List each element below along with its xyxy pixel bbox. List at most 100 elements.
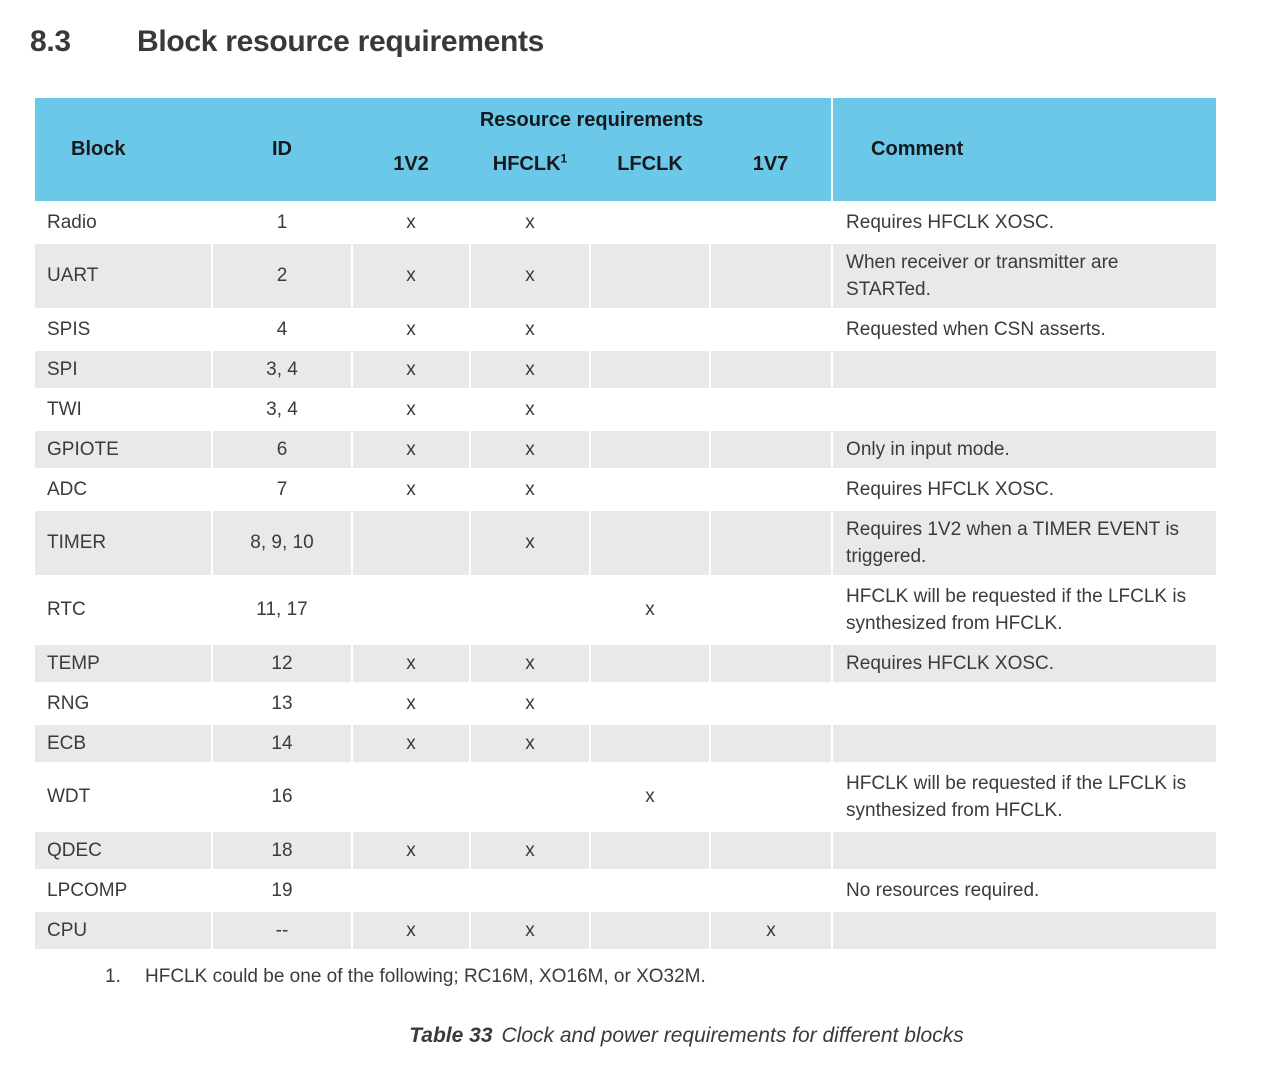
cell-lfclk	[589, 908, 710, 949]
cell-lfclk: x	[589, 761, 710, 830]
col-header-1v7: 1V7	[710, 142, 833, 202]
cell-comment	[831, 387, 1217, 429]
table-row: RTC 11, 17 x HFCLK will be requested if …	[35, 574, 1217, 643]
table-body: Radio 1 x x Requires HFCLK XOSC. UART 2 …	[35, 200, 1217, 949]
table-row: WDT 16 x HFCLK will be requested if the …	[35, 761, 1217, 830]
cell-id: --	[211, 908, 352, 949]
col-header-hfclk: HFCLK1	[470, 142, 590, 202]
table-caption-text: Clock and power requirements for differe…	[501, 1023, 964, 1047]
cell-comment: When receiver or transmitter are STARTed…	[831, 240, 1217, 309]
cell-1v2: x	[351, 307, 470, 349]
cell-id: 4	[211, 307, 352, 349]
cell-id: 13	[211, 681, 352, 723]
cell-hfclk: x	[469, 347, 590, 389]
cell-1v7	[708, 387, 833, 429]
cell-1v2: x	[351, 641, 470, 683]
cell-block: LPCOMP	[35, 868, 212, 910]
table-row: RNG 13 x x	[35, 681, 1217, 723]
cell-hfclk	[469, 574, 590, 643]
cell-1v7	[708, 868, 833, 910]
footnote-number: 1.	[105, 965, 121, 987]
cell-1v7	[708, 507, 833, 576]
cell-block: CPU	[35, 908, 212, 949]
cell-block: SPI	[35, 347, 212, 389]
cell-1v7	[708, 828, 833, 870]
cell-lfclk	[589, 681, 710, 723]
cell-comment: HFCLK will be requested if the LFCLK is …	[831, 761, 1217, 830]
cell-id: 1	[211, 200, 352, 242]
cell-lfclk	[589, 307, 710, 349]
cell-1v7	[708, 467, 833, 509]
cell-lfclk	[589, 347, 710, 389]
cell-id: 12	[211, 641, 352, 683]
cell-block: WDT	[35, 761, 212, 830]
cell-block: GPIOTE	[35, 427, 212, 469]
cell-1v7	[708, 240, 833, 309]
col-header-resource-requirements: Resource requirements	[352, 98, 833, 142]
cell-1v7: x	[708, 908, 833, 949]
cell-1v2: x	[351, 347, 470, 389]
table-row: CPU -- x x x	[35, 908, 1217, 949]
cell-1v2: x	[351, 200, 470, 242]
cell-id: 16	[211, 761, 352, 830]
cell-1v7	[708, 681, 833, 723]
cell-id: 3, 4	[211, 387, 352, 429]
cell-1v2: x	[351, 721, 470, 763]
table-caption: Table 33 Clock and power requirements for…	[96, 1022, 1273, 1050]
cell-block: TWI	[35, 387, 212, 429]
cell-comment: Requires HFCLK XOSC.	[831, 467, 1217, 509]
cell-block: UART	[35, 240, 212, 309]
cell-1v7	[708, 427, 833, 469]
table-row: GPIOTE 6 x x Only in input mode.	[35, 427, 1217, 469]
cell-comment: No resources required.	[831, 868, 1217, 910]
cell-lfclk: x	[589, 574, 710, 643]
table-row: TEMP 12 x x Requires HFCLK XOSC.	[35, 641, 1217, 683]
cell-comment	[831, 347, 1217, 389]
block-resource-table: Block ID Resource requirements Comment 1…	[35, 98, 1217, 949]
cell-lfclk	[589, 828, 710, 870]
cell-hfclk: x	[469, 828, 590, 870]
cell-comment: Requires HFCLK XOSC.	[831, 200, 1217, 242]
cell-block: ECB	[35, 721, 212, 763]
cell-hfclk: x	[469, 467, 590, 509]
cell-1v2: x	[351, 387, 470, 429]
col-header-lfclk: LFCLK	[590, 142, 710, 202]
table-row: SPIS 4 x x Requested when CSN asserts.	[35, 307, 1217, 349]
cell-block: SPIS	[35, 307, 212, 349]
cell-id: 8, 9, 10	[211, 507, 352, 576]
cell-hfclk: x	[469, 200, 590, 242]
cell-comment	[831, 721, 1217, 763]
cell-comment: Requires 1V2 when a TIMER EVENT is trigg…	[831, 507, 1217, 576]
table-row: ECB 14 x x	[35, 721, 1217, 763]
cell-1v7	[708, 761, 833, 830]
cell-lfclk	[589, 641, 710, 683]
table-row: ADC 7 x x Requires HFCLK XOSC.	[35, 467, 1217, 509]
cell-id: 6	[211, 427, 352, 469]
cell-1v7	[708, 641, 833, 683]
cell-id: 2	[211, 240, 352, 309]
cell-1v2: x	[351, 240, 470, 309]
col-header-1v2: 1V2	[352, 142, 470, 202]
cell-1v2	[351, 868, 470, 910]
section-heading: 8.3 Block resource requirements	[30, 24, 1245, 60]
hfclk-label: HFCLK	[492, 152, 561, 175]
cell-1v7	[708, 347, 833, 389]
cell-lfclk	[589, 721, 710, 763]
cell-lfclk	[589, 467, 710, 509]
cell-id: 11, 17	[211, 574, 352, 643]
cell-id: 7	[211, 467, 352, 509]
cell-comment: Only in input mode.	[831, 427, 1217, 469]
section-title: Block resource requirements	[137, 25, 545, 58]
cell-id: 14	[211, 721, 352, 763]
cell-hfclk: x	[469, 387, 590, 429]
cell-lfclk	[589, 868, 710, 910]
cell-comment: Requires HFCLK XOSC.	[831, 641, 1217, 683]
cell-hfclk: x	[469, 507, 590, 576]
footnote: 1. HFCLK could be one of the following; …	[105, 963, 1245, 990]
cell-block: TIMER	[35, 507, 212, 576]
cell-block: Radio	[35, 200, 212, 242]
cell-hfclk: x	[469, 681, 590, 723]
table-row: SPI 3, 4 x x	[35, 347, 1217, 389]
cell-block: TEMP	[35, 641, 212, 683]
cell-block: RNG	[35, 681, 212, 723]
